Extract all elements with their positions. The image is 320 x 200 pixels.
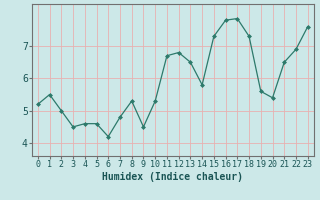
X-axis label: Humidex (Indice chaleur): Humidex (Indice chaleur) bbox=[102, 172, 243, 182]
